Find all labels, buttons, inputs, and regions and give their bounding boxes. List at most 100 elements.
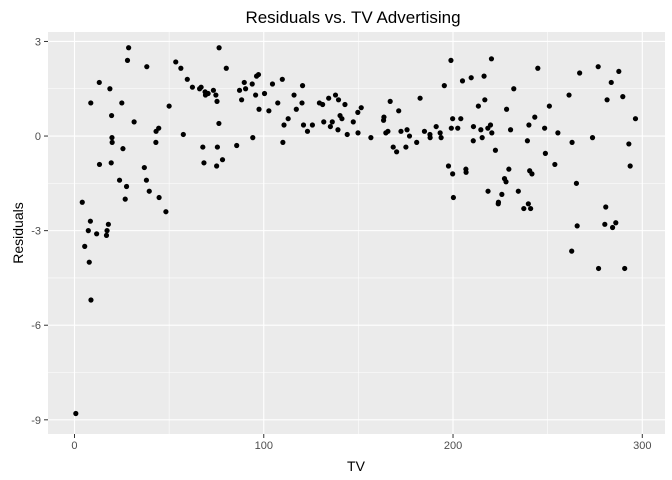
data-point — [109, 139, 115, 145]
data-point — [438, 135, 444, 141]
data-point — [404, 127, 410, 133]
data-point — [146, 188, 152, 194]
data-point — [414, 139, 420, 145]
data-point — [552, 161, 558, 168]
data-point — [85, 228, 91, 234]
data-point — [321, 119, 327, 125]
data-point — [108, 112, 115, 119]
data-point — [87, 218, 93, 224]
data-point — [535, 65, 541, 71]
data-point — [595, 265, 602, 272]
data-point — [320, 101, 326, 108]
data-point — [201, 160, 207, 166]
data-point — [253, 92, 259, 98]
x-tick-label: 200 — [444, 440, 462, 452]
data-point — [528, 205, 534, 212]
y-tick-label: -3 — [31, 226, 41, 238]
data-point — [280, 139, 286, 145]
data-point — [131, 119, 137, 125]
data-point — [120, 146, 126, 152]
data-point — [234, 142, 240, 149]
data-point — [214, 144, 220, 150]
data-point — [433, 123, 439, 130]
data-point — [239, 97, 245, 103]
data-point — [213, 92, 219, 98]
data-point — [368, 135, 374, 141]
data-point — [503, 106, 510, 112]
data-point — [79, 199, 85, 205]
data-point — [526, 122, 532, 128]
data-point — [216, 45, 222, 51]
data-point — [173, 59, 179, 65]
data-point — [205, 90, 211, 97]
data-point — [546, 103, 552, 109]
data-point — [450, 171, 456, 177]
data-point — [608, 79, 614, 86]
data-point — [396, 108, 402, 114]
data-point — [499, 191, 505, 197]
data-point — [269, 81, 276, 87]
y-axis-ticks: -9 -6 -3 0 3 — [31, 36, 48, 427]
data-point — [124, 57, 131, 63]
data-point — [532, 114, 538, 120]
data-point — [604, 97, 610, 103]
data-point — [200, 144, 206, 150]
data-point — [503, 179, 509, 185]
data-point — [626, 141, 632, 147]
data-point — [589, 135, 596, 141]
data-point — [300, 122, 307, 128]
data-point — [249, 81, 255, 87]
data-point — [470, 138, 476, 144]
data-point — [335, 127, 341, 133]
data-point — [525, 201, 531, 207]
data-point — [342, 101, 348, 108]
data-point — [529, 171, 535, 177]
data-point — [122, 196, 128, 202]
data-point — [398, 128, 404, 134]
minor-gridlines — [48, 32, 665, 434]
data-point — [492, 147, 499, 153]
data-point — [281, 122, 287, 128]
data-points — [73, 45, 639, 417]
data-point — [178, 65, 184, 71]
data-point — [82, 243, 88, 249]
data-point — [380, 117, 387, 123]
data-point — [96, 79, 102, 86]
data-point — [573, 180, 580, 186]
data-point — [406, 133, 413, 139]
data-point — [450, 116, 456, 122]
x-tick-label: 100 — [255, 440, 273, 452]
data-point — [143, 177, 150, 183]
data-point — [478, 127, 484, 133]
data-point — [358, 105, 364, 111]
data-point — [344, 131, 350, 138]
data-point — [214, 163, 220, 169]
data-point — [339, 116, 345, 122]
data-point — [627, 163, 633, 169]
data-point — [153, 139, 159, 145]
data-point — [421, 128, 428, 134]
data-point — [609, 224, 616, 231]
data-point — [88, 100, 94, 106]
data-point — [481, 73, 487, 79]
data-point — [603, 204, 609, 210]
data-point — [488, 56, 495, 62]
data-point — [116, 177, 123, 183]
data-point — [487, 122, 494, 128]
y-tick-label: 0 — [35, 131, 41, 143]
y-tick-label: -6 — [31, 320, 41, 332]
data-point — [266, 108, 272, 114]
data-point — [144, 64, 150, 70]
data-point — [107, 86, 113, 92]
data-point — [261, 90, 268, 97]
data-point — [189, 84, 196, 90]
data-point — [242, 86, 249, 92]
data-point — [184, 76, 190, 82]
data-point — [329, 119, 335, 125]
data-point — [236, 87, 243, 93]
data-point — [355, 109, 361, 115]
data-point — [166, 103, 172, 109]
data-point — [511, 86, 517, 92]
data-point — [622, 265, 628, 272]
